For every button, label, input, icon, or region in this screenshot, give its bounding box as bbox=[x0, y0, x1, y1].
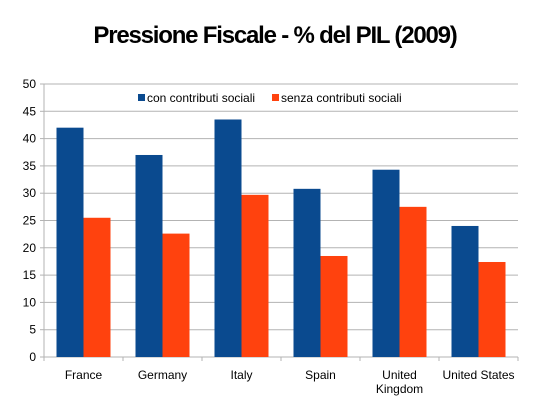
x-tick-label: United Kingdom bbox=[376, 368, 423, 396]
bar-senza-united-kingdom bbox=[399, 206, 427, 357]
y-tick-label: 20 bbox=[23, 241, 37, 255]
x-tick-label: France bbox=[65, 368, 103, 382]
x-tick-label: Italy bbox=[230, 368, 252, 382]
y-tick-label: 5 bbox=[29, 323, 36, 337]
bar-con-spain bbox=[293, 188, 321, 357]
y-tick-label: 10 bbox=[23, 295, 37, 309]
y-tick-label: 35 bbox=[23, 159, 37, 173]
legend-label-senza: senza contributi sociali bbox=[281, 91, 402, 105]
bar-senza-france bbox=[83, 217, 111, 357]
legend-swatch-senza bbox=[272, 94, 279, 101]
x-tick-label: United States bbox=[442, 368, 514, 382]
bar-con-italy bbox=[214, 119, 242, 358]
bar-senza-spain bbox=[320, 255, 348, 357]
bar-senza-germany bbox=[162, 233, 190, 357]
legend-label-con: con contributi sociali bbox=[147, 91, 255, 105]
y-tick-label: 50 bbox=[23, 77, 37, 91]
y-tick-label: 45 bbox=[23, 104, 37, 118]
bar-senza-italy bbox=[241, 194, 269, 357]
y-tick-label: 30 bbox=[23, 186, 37, 200]
bar-senza-united-states bbox=[478, 261, 506, 357]
bar-con-united-kingdom bbox=[372, 169, 400, 357]
x-tick-label: Spain bbox=[305, 368, 336, 382]
bar-con-france bbox=[56, 127, 84, 358]
y-tick-label: 25 bbox=[23, 214, 37, 228]
bar-con-united-states bbox=[451, 225, 479, 357]
legend-swatch-con bbox=[138, 94, 145, 101]
x-tick-label: Germany bbox=[138, 368, 187, 382]
y-tick-label: 15 bbox=[23, 268, 37, 282]
bar-con-germany bbox=[135, 154, 163, 357]
y-tick-label: 40 bbox=[23, 132, 37, 146]
y-tick-label: 0 bbox=[29, 350, 36, 364]
chart-title: Pressione Fiscale - % del PIL (2009) bbox=[93, 22, 457, 49]
